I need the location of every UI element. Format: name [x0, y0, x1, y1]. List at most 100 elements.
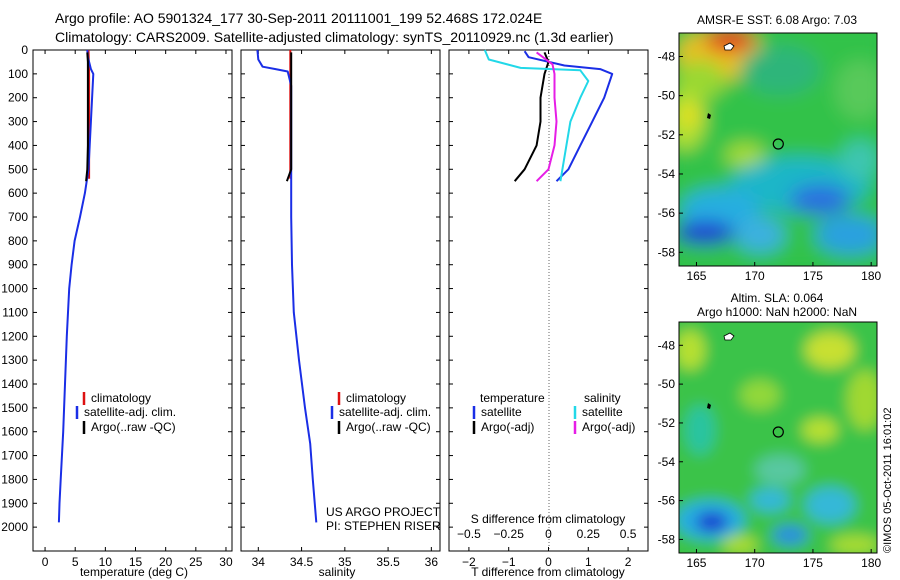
depth-tick-label: 1400 — [1, 377, 28, 391]
legend-label-satellite: satellite-adj. clim. — [339, 405, 431, 419]
legend-label-argo: Argo(..raw -QC) — [91, 420, 176, 434]
depth-tick-label: 1500 — [1, 401, 28, 415]
sst-map-panel: AMSR-E SST: 6.08 Argo: 7.03 — [658, 13, 882, 283]
depth-tick-label: 200 — [8, 91, 28, 105]
depth-tick-label: 800 — [8, 234, 28, 248]
depth-axis-ticks: 0 100 200 300 400 500 600 700 800 900 1000 1100 1200… — [1, 43, 232, 534]
s-tick-label: −0.5 — [457, 527, 481, 541]
salinity-xlabel: salinity — [319, 565, 356, 579]
x-tick-label: 0 — [42, 555, 49, 569]
map-x-tick-label: 170 — [745, 269, 765, 283]
depth-tick-label: 2000 — [1, 520, 28, 534]
figure-title-line1: Argo profile: AO 5901324_177 30-Sep-2011… — [55, 10, 542, 26]
project-label: US ARGO PROJECT — [326, 505, 441, 519]
s-tick-label: 0.5 — [620, 527, 637, 541]
sla-heatmap — [679, 322, 877, 553]
argo-position-marker — [772, 426, 784, 438]
map-x-tick-label: 165 — [686, 556, 706, 570]
difference-depth-ticks — [449, 49, 648, 528]
sla-map-axis-ticks: 165 170 175 180 -48 -50 -52 -54 -56 -58 — [658, 338, 882, 570]
legend-label-climatology: climatology — [91, 391, 151, 405]
x-tick-label: 10 — [99, 555, 113, 569]
salinity-lines — [256, 49, 318, 523]
temperature-axes-frame — [32, 49, 233, 552]
difference-panel: −2 −1 0 1 2 −0.5 −0.25 0 0.25 0.5 S difference f… — [448, 49, 649, 579]
x-tick-label: 2 — [625, 555, 632, 569]
x-tick-label: −2 — [462, 555, 476, 569]
depth-tick-label: 700 — [8, 210, 28, 224]
temperature-lines — [57, 49, 95, 523]
salinity-legend: climatology satellite-adj. clim. Argo(..… — [330, 391, 431, 434]
sla-map-title-line1: Altim. SLA: 0.064 — [731, 291, 824, 305]
map-y-tick-label: -52 — [658, 128, 676, 142]
depth-tick-label: 1900 — [1, 496, 28, 510]
depth-tick-label: 300 — [8, 115, 28, 129]
pi-label: PI: STEPHEN RISER — [326, 519, 441, 533]
depth-tick-label: 100 — [8, 67, 28, 81]
x-tick-label: 15 — [129, 555, 143, 569]
s-tick-label: 0.25 — [577, 527, 601, 541]
legend-label-satellite: satellite-adj. clim. — [84, 405, 176, 419]
series-line-satellite_salinity — [483, 49, 590, 182]
map-y-tick-label: -56 — [658, 206, 676, 220]
legend-label-t-argo: Argo(-adj) — [481, 420, 534, 434]
map-y-tick-label: -56 — [658, 494, 676, 508]
difference-lines — [483, 49, 614, 182]
salinity-axes-frame — [240, 49, 441, 552]
x-tick-label: 5 — [72, 555, 79, 569]
x-tick-label: −1 — [502, 555, 516, 569]
sst-heatmap — [679, 33, 877, 266]
map-y-tick-label: -50 — [658, 89, 676, 103]
temperature-x-ticks: 0 5 10 15 20 25 30 — [42, 50, 233, 569]
salinity-panel: 34 34.5 35 35.5 36 salinity climatology sate… — [240, 49, 441, 579]
x-tick-label: 34 — [252, 555, 266, 569]
s-difference-tick-labels: −0.5 −0.25 0 0.25 0.5 — [457, 527, 637, 541]
depth-tick-label: 600 — [8, 186, 28, 200]
series-line-argo — [285, 52, 293, 182]
x-tick-label: 34.5 — [290, 555, 314, 569]
salinity-x-ticks: 34 34.5 35 35.5 36 — [252, 50, 439, 569]
legend-label-t-satellite: satellite — [481, 405, 522, 419]
series-line-satellite — [523, 50, 614, 182]
sst-map-axis-ticks: 165 170 175 180 -48 -50 -52 -54 -56 -58 — [658, 49, 882, 283]
map-x-tick-label: 165 — [686, 269, 706, 283]
sla-map-title-line2: Argo h1000: NaN h2000: NaN — [697, 305, 857, 319]
legend-label-climatology: climatology — [346, 391, 406, 405]
depth-tick-label: 1600 — [1, 425, 28, 439]
sst-map-frame — [678, 32, 878, 267]
map-y-tick-label: -54 — [658, 455, 676, 469]
temperature-xlabel: temperature (deg C) — [80, 565, 188, 579]
legend-label-argo: Argo(..raw -QC) — [346, 420, 431, 434]
figure-title-line2: Climatology: CARS2009. Satellite-adjuste… — [55, 29, 613, 45]
map-x-tick-label: 175 — [803, 556, 823, 570]
depth-tick-label: 1700 — [1, 449, 28, 463]
legend-title-temperature: temperature — [480, 391, 545, 405]
s-difference-label: S difference from climatology — [471, 512, 626, 526]
temperature-panel: 0100200300400500600700800900100011001200… — [1, 43, 233, 579]
x-tick-label: 25 — [189, 555, 203, 569]
s-tick-label: 0 — [545, 527, 552, 541]
t-difference-x-ticks: −2 −1 0 1 2 — [462, 50, 632, 569]
depth-tick-label: 400 — [8, 138, 28, 152]
depth-tick-label: 900 — [8, 258, 28, 272]
sla-map-panel: Altim. SLA: 0.064 Argo h1000: NaN h2000:… — [658, 291, 882, 570]
depth-tick-label: 1100 — [2, 305, 28, 319]
x-tick-label: 35 — [338, 555, 352, 569]
depth-tick-label: 1000 — [1, 282, 28, 296]
depth-tick-label: 1300 — [1, 353, 28, 367]
depth-tick-label: 1200 — [1, 329, 28, 343]
map-y-tick-label: -54 — [658, 167, 676, 181]
depth-tick-label: 0 — [21, 43, 28, 57]
map-x-tick-label: 180 — [861, 556, 881, 570]
legend-label-s-argo: Argo(-adj) — [582, 420, 635, 434]
legend-label-s-satellite: satellite — [582, 405, 623, 419]
series-line-argo — [513, 52, 550, 182]
x-tick-label: 36 — [425, 555, 439, 569]
x-tick-label: 20 — [159, 555, 173, 569]
t-difference-label: T difference from climatology — [471, 565, 625, 579]
depth-tick-label: 500 — [8, 162, 28, 176]
x-tick-label: 30 — [219, 555, 233, 569]
series-line-satellite — [256, 49, 318, 523]
sst-map-title: AMSR-E SST: 6.08 Argo: 7.03 — [697, 13, 857, 27]
